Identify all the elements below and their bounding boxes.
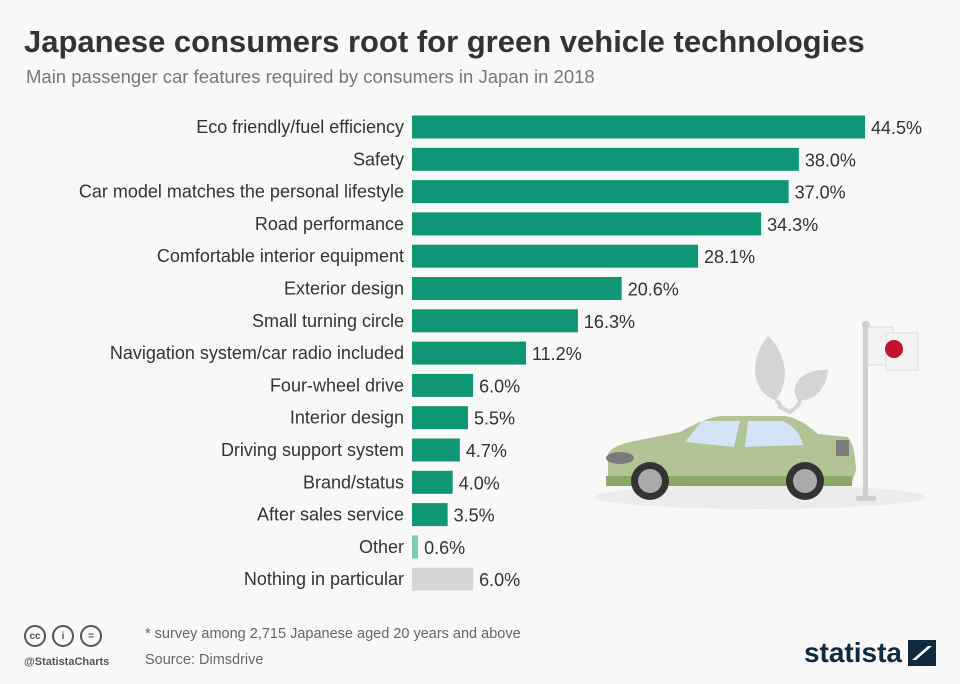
category-label: Comfortable interior equipment (157, 246, 404, 266)
value-label: 3.5% (454, 506, 495, 526)
value-label: 5.5% (474, 409, 515, 429)
value-label: 6.0% (479, 570, 520, 590)
value-label: 44.5% (871, 118, 922, 138)
chart-title: Japanese consumers root for green vehicl… (24, 24, 865, 59)
leaf-icon (755, 336, 785, 400)
category-label: Navigation system/car radio included (110, 343, 404, 363)
bar (412, 406, 468, 430)
attribution-icon: i (52, 625, 74, 647)
value-label: 6.0% (479, 376, 520, 396)
car-illustration (595, 321, 925, 509)
bar (412, 244, 699, 268)
value-label: 34.3% (767, 215, 818, 235)
cc-icon: cc (24, 625, 46, 647)
value-label: 37.0% (795, 183, 846, 203)
bar (412, 373, 474, 397)
value-label: 0.6% (424, 538, 465, 558)
category-label: Four-wheel drive (270, 375, 404, 395)
value-label: 20.6% (628, 280, 679, 300)
value-label: 16.3% (584, 312, 635, 332)
footnote: * survey among 2,715 Japanese aged 20 ye… (145, 626, 521, 642)
bar (412, 503, 448, 527)
bar (412, 535, 419, 559)
value-label: 4.7% (466, 441, 507, 461)
source: Source: Dimsdrive (145, 652, 264, 668)
bar (412, 438, 460, 462)
bar (412, 115, 865, 139)
bar (412, 212, 762, 236)
category-label: Safety (353, 149, 404, 169)
category-label: After sales service (257, 505, 404, 525)
bar (412, 470, 453, 494)
statista-logo[interactable]: statista (804, 638, 936, 668)
license-icons: cc i = (24, 625, 102, 647)
bar (412, 309, 578, 333)
bar (412, 180, 789, 204)
category-label: Road performance (255, 214, 404, 234)
category-label: Nothing in particular (244, 569, 404, 589)
bar (412, 567, 474, 591)
no-derivatives-icon: = (80, 625, 102, 647)
bar (412, 341, 527, 365)
category-label: Interior design (290, 408, 404, 428)
twitter-handle: @StatistaCharts (24, 656, 110, 668)
category-label: Eco friendly/fuel efficiency (196, 117, 404, 137)
flag-pole (863, 325, 868, 497)
category-label: Car model matches the personal lifestyle (79, 182, 404, 202)
bar (412, 277, 622, 300)
category-label: Small turning circle (252, 311, 404, 331)
category-label: Other (359, 537, 404, 557)
category-label: Brand/status (303, 472, 404, 492)
value-label: 38.0% (805, 150, 856, 170)
category-label: Driving support system (221, 440, 404, 460)
value-label: 28.1% (704, 247, 755, 267)
chart-subtitle: Main passenger car features required by … (26, 66, 595, 87)
category-label: Exterior design (284, 279, 404, 299)
bar (412, 147, 799, 171)
value-label: 11.2% (532, 344, 582, 364)
statista-logo-icon (908, 640, 936, 666)
value-label: 4.0% (459, 473, 500, 493)
